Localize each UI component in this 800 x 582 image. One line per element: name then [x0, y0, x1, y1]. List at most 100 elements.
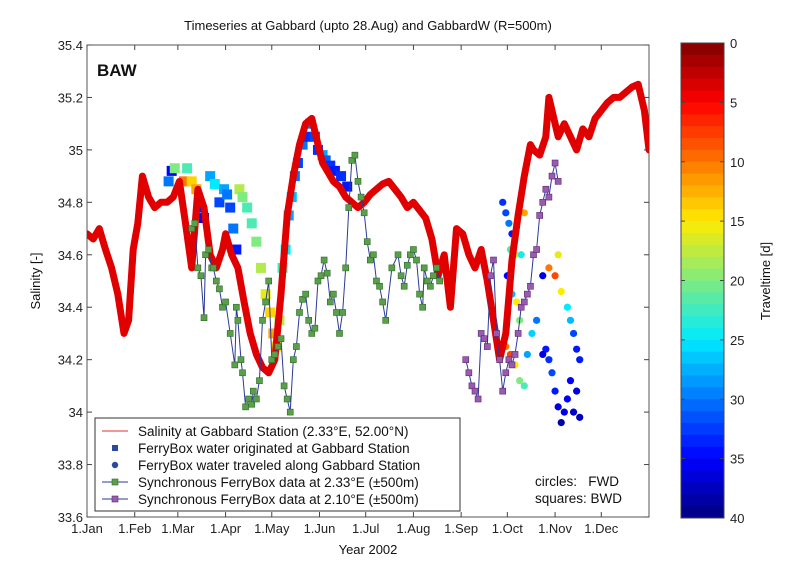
- panel-label: BAW: [97, 61, 138, 80]
- sync-233-point: [345, 204, 353, 211]
- legend-label: FerryBox water originated at Gabbard Sta…: [138, 441, 410, 456]
- legend-entry-station-salinity: Salinity at Gabbard Station (2.33°E, 52.…: [102, 424, 408, 439]
- legend-label: Synchronous FerryBox data at 2.10°E (±50…: [138, 492, 419, 507]
- sync-233-point: [330, 290, 337, 298]
- sync-233-point: [410, 246, 417, 253]
- bwd-square-point: [251, 236, 262, 247]
- sync-233-point: [363, 238, 371, 245]
- sync-233-point: [274, 343, 282, 350]
- sync-233-point: [379, 298, 386, 306]
- sync-210-point: [499, 387, 507, 395]
- colorbar-segment: [681, 90, 724, 103]
- colorbar-tick-label: 25: [730, 333, 744, 348]
- bwd-square-point: [336, 171, 347, 182]
- fwd-circle-point: [563, 395, 571, 403]
- fwd-circle-point: [551, 387, 559, 395]
- chart-title: Timeseries at Gabbard (upto 28.Aug) and …: [184, 18, 552, 33]
- sync-233-point: [200, 314, 208, 322]
- sync-233-point: [259, 317, 266, 324]
- bwd-square-point: [260, 289, 271, 300]
- legend-label: Salinity at Gabbard Station (2.33°E, 52.…: [138, 424, 408, 439]
- colorbar-segment: [681, 339, 724, 353]
- sync-210-point: [514, 330, 522, 337]
- sync-233-point: [413, 256, 420, 264]
- sync-233-point: [271, 351, 279, 358]
- bwd-square-point: [268, 328, 279, 339]
- fwd-circle-point: [560, 408, 568, 416]
- fwd-circle-point: [557, 419, 565, 427]
- colorbar-segment: [681, 506, 724, 519]
- sync-210-point: [480, 335, 488, 342]
- colorbar-segment: [681, 482, 724, 495]
- legend-label: Synchronous FerryBox data at 2.33°E (±50…: [138, 475, 419, 490]
- fwd-circle-point: [554, 403, 562, 411]
- sync-233-point: [216, 285, 223, 293]
- colorbar-segment: [681, 54, 724, 68]
- sync-210-point: [548, 172, 556, 180]
- x-axis: 1.Jan 1.Feb 1.Mar 1.Apr 1.May 1.Jun 1.Jul 1.Aug…: [71, 45, 619, 536]
- sync-233-point: [397, 272, 405, 280]
- fwd-circle-point: [516, 377, 524, 385]
- sync-210-point: [496, 356, 503, 363]
- colorbar-segment: [681, 78, 724, 91]
- x-tick-label: 1.Nov: [538, 521, 572, 536]
- legend-entry-originated: FerryBox water originated at Gabbard Sta…: [112, 441, 410, 456]
- colorbar-segment: [681, 149, 724, 163]
- sync-233-point: [416, 290, 423, 298]
- sync-210-point: [539, 199, 547, 206]
- fwd-circle-point: [576, 413, 584, 421]
- sync-233-point: [382, 317, 390, 324]
- colorbar-tick-label: 40: [730, 511, 744, 526]
- bwd-square-point: [242, 202, 253, 213]
- fwd-circle-point: [551, 272, 559, 280]
- sync-233-point: [256, 377, 263, 384]
- sync-233-point: [357, 193, 365, 201]
- sync-210-point: [536, 212, 543, 219]
- sync-233-point: [333, 309, 340, 316]
- fwd-circle-point: [523, 350, 531, 359]
- fwd-circle-point: [545, 356, 553, 364]
- sync-233-point: [433, 264, 440, 272]
- bwd-square-point: [246, 218, 257, 229]
- fwd-circle-point: [573, 345, 581, 353]
- fwd-circle-point: [566, 377, 575, 385]
- colorbar-segment: [681, 102, 724, 115]
- sync-233-point: [226, 330, 234, 337]
- sync-233-point: [283, 395, 291, 403]
- x-tick-label: 1.Apr: [210, 521, 242, 536]
- sync-233-point: [420, 264, 428, 272]
- sync-233-point: [339, 309, 346, 316]
- sync-233-point: [265, 277, 272, 285]
- colorbar-segment: [681, 66, 724, 80]
- x-tick-label: 1.Dec: [584, 521, 618, 536]
- fwd-circle-point: [569, 329, 578, 338]
- fwd-circle-point: [528, 329, 536, 338]
- x-tick-label: 1.May: [254, 521, 290, 536]
- sync-233-point: [317, 272, 325, 280]
- colorbar-segment: [681, 434, 724, 448]
- sync-233-point: [197, 272, 205, 280]
- sync-210-point: [542, 185, 550, 193]
- sync-210-point: [524, 290, 531, 298]
- fwd-circle-point: [557, 287, 565, 296]
- sync-233-point: [191, 220, 199, 227]
- y-tick-label: 34: [69, 405, 83, 420]
- y-tick-label: 35.2: [58, 90, 83, 105]
- colorbar-tick-label: 5: [730, 95, 737, 110]
- y-tick-label: 33.8: [58, 458, 83, 473]
- bwd-square-point: [342, 181, 353, 192]
- colorbar-segment: [681, 209, 724, 222]
- colorbar-segment: [681, 470, 724, 483]
- sync-233-point: [262, 298, 269, 306]
- bwd-square-point: [231, 244, 242, 255]
- sync-233-point: [388, 264, 396, 272]
- colorbar-segment: [681, 197, 724, 210]
- bwd-square-point: [163, 176, 174, 187]
- colorbar-segment: [681, 221, 724, 234]
- sync-233-point: [436, 277, 443, 285]
- colorbar-segment: [681, 233, 724, 246]
- sync-233-point: [237, 356, 245, 363]
- fwd-circle-point: [573, 387, 581, 395]
- x-tick-label: 1.Jul: [352, 521, 380, 536]
